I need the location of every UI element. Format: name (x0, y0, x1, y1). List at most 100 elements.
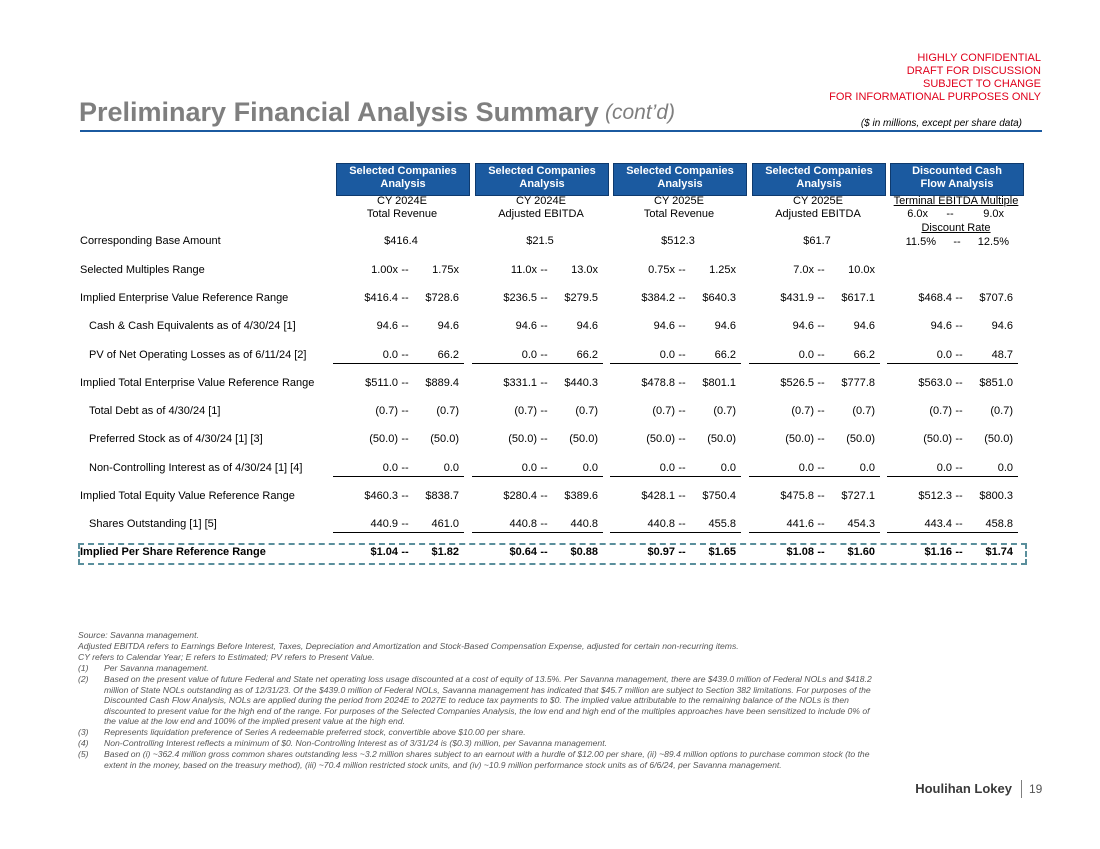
footer-divider (1021, 780, 1022, 798)
range-separator: -- (955, 490, 963, 502)
cell-low: 440.8 (647, 518, 675, 530)
cell-low: 0.0 (521, 462, 537, 474)
range-separator: -- (401, 377, 409, 389)
cell-low: $511.0 (365, 377, 398, 389)
range-separator: -- (678, 518, 686, 530)
column-header-box (475, 163, 609, 196)
row-label: Total Debt as of 4/30/24 [1] (89, 405, 221, 417)
cell-high: $800.3 (979, 490, 1013, 502)
page-title: Preliminary Financial Analysis Summary (79, 97, 599, 127)
row-label: Selected Multiples Range (80, 264, 205, 276)
range-separator: -- (401, 264, 409, 276)
cell-low: 440.9 (370, 518, 398, 530)
cell-value: $416.4 (384, 235, 418, 247)
cell-low: 94.6 (376, 320, 398, 332)
column-header-box (752, 163, 886, 196)
confidential-line: SUBJECT TO CHANGE (923, 78, 1041, 90)
cell-high: 66.2 (853, 349, 875, 361)
column-range-high: 12.5% (977, 236, 1009, 248)
cell-high: $727.1 (841, 490, 875, 502)
cell-low: 0.0 (382, 349, 398, 361)
cell-low: (0.7) (514, 405, 537, 417)
range-separator: -- (817, 490, 825, 502)
range-separator: -- (955, 292, 963, 304)
cell-high: $777.8 (841, 377, 875, 389)
cell-high: 13.0x (571, 264, 598, 276)
cell-high: (50.0) (846, 433, 875, 445)
column-metric: Total Revenue (643, 208, 715, 220)
range-separator: -- (946, 208, 954, 220)
cell-low: $526.5 (780, 377, 814, 389)
cell-low: 0.0 (659, 349, 675, 361)
cell-high: $1.65 (708, 546, 736, 558)
range-separator: -- (540, 405, 548, 417)
column-title: Discounted Cash Flow Analysis (912, 165, 1002, 190)
cell-high: $801.1 (702, 377, 736, 389)
range-separator: -- (817, 349, 825, 361)
column-metric: Terminal EBITDA Multiple (893, 195, 1019, 207)
range-separator: -- (401, 433, 409, 445)
range-separator: -- (953, 236, 961, 248)
cell-low: $416.4 (364, 292, 398, 304)
column-header-box (613, 163, 747, 196)
cell-high: $617.1 (841, 292, 875, 304)
footnote: Adjusted EBITDA refers to Earnings Befor… (78, 641, 739, 651)
column-title: Selected Companies Analysis (765, 165, 873, 190)
cell-low: (0.7) (375, 405, 398, 417)
column-title: Selected Companies Analysis (626, 165, 734, 190)
cell-low: 440.8 (509, 518, 537, 530)
cell-high: (50.0) (430, 433, 459, 445)
footnote-marker: (2) (78, 674, 89, 684)
cell-low: 94.6 (515, 320, 537, 332)
range-separator: -- (678, 462, 686, 474)
footer-company: Houlihan Lokey (915, 781, 1012, 796)
cell-high: (0.7) (436, 405, 459, 417)
page-number: 19 (1029, 782, 1043, 796)
cell-low: 0.0 (382, 462, 398, 474)
cell-low: 0.0 (659, 462, 675, 474)
cell-underline (472, 363, 603, 364)
range-separator: -- (955, 349, 963, 361)
cell-low: (50.0) (646, 433, 675, 445)
cell-low: 443.4 (924, 518, 952, 530)
cell-low: $280.4 (503, 490, 537, 502)
cell-value: $21.5 (526, 235, 554, 247)
range-separator: -- (817, 405, 825, 417)
range-separator: -- (540, 518, 548, 530)
units-note: ($ in millions, except per share data) (860, 118, 1022, 129)
cell-high: 1.75x (432, 264, 459, 276)
range-separator: -- (401, 490, 409, 502)
cell-low: $431.9 (780, 292, 814, 304)
cell-low: 441.6 (786, 518, 814, 530)
range-separator: -- (540, 433, 548, 445)
cell-underline (610, 532, 741, 533)
cell-high: 48.7 (991, 349, 1013, 361)
range-separator: -- (540, 546, 548, 558)
column-title: Selected Companies Analysis (349, 165, 457, 190)
cell-low: 1.00x (371, 264, 398, 276)
cell-high: 66.2 (437, 349, 459, 361)
footnote-marker: (3) (78, 727, 89, 737)
range-separator: -- (817, 546, 825, 558)
column-metric: Adjusted EBITDA (498, 208, 584, 220)
cell-low: $1.04 (370, 546, 398, 558)
cell-low: $512.3 (918, 490, 952, 502)
column-period: CY 2025E (654, 195, 704, 207)
row-label: Implied Enterprise Value Reference Range (80, 292, 289, 304)
column-metric: Discount Rate (921, 222, 991, 234)
cell-high: (0.7) (575, 405, 598, 417)
range-separator: -- (540, 490, 548, 502)
range-separator: -- (678, 292, 686, 304)
range-separator: -- (817, 518, 825, 530)
column-header-box (336, 163, 470, 196)
cell-low: $468.4 (918, 292, 952, 304)
cell-low: 94.6 (653, 320, 675, 332)
range-separator: -- (817, 462, 825, 474)
range-separator: -- (817, 320, 825, 332)
range-separator: -- (955, 377, 963, 389)
row-label: Cash & Cash Equivalents as of 4/30/24 [1… (89, 320, 296, 332)
range-separator: -- (401, 349, 409, 361)
cell-low: 7.0x (793, 264, 814, 276)
cell-underline (749, 532, 880, 533)
range-separator: -- (540, 349, 548, 361)
